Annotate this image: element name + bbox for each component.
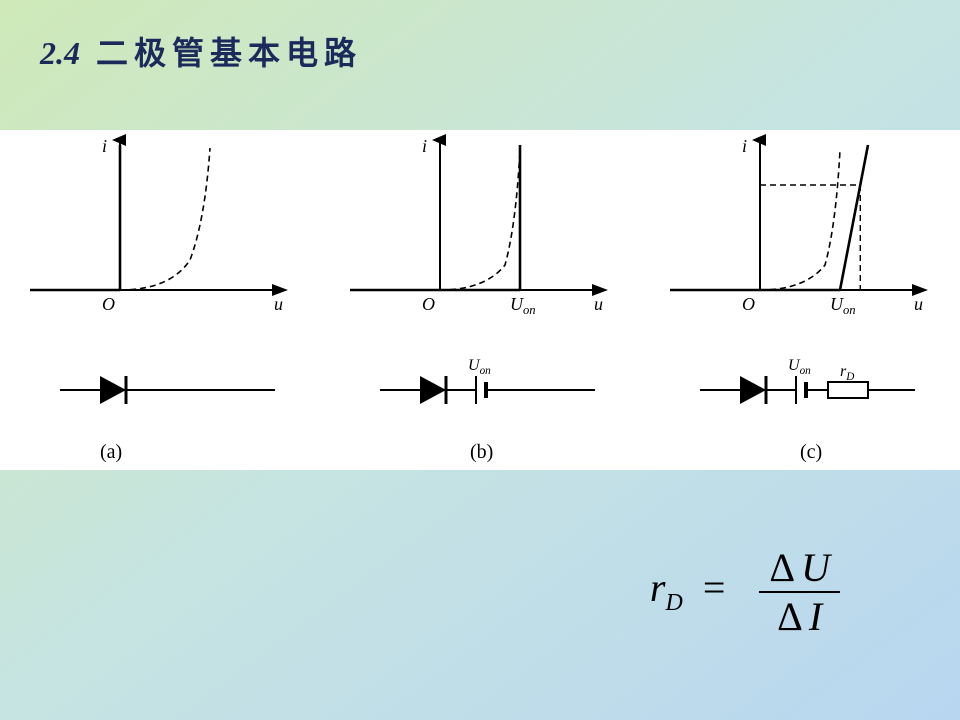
formula-r-sub: D <box>665 590 682 616</box>
section-text: 二极管基本电路 <box>96 35 362 71</box>
formula-r: r <box>650 565 666 610</box>
formula-eq: = <box>703 565 726 610</box>
section-number: 2.4 <box>40 35 80 71</box>
svg-text:u: u <box>594 294 603 314</box>
formula-numerator: ΔU <box>759 544 840 593</box>
svg-text:i: i <box>422 136 427 156</box>
svg-text:rD: rD <box>840 363 854 383</box>
panel-caption: (a) <box>100 441 122 464</box>
formula-rd: rD = ΔU ΔI <box>650 544 840 640</box>
svg-text:i: i <box>102 136 107 156</box>
svg-text:O: O <box>422 294 435 314</box>
svg-text:Uon: Uon <box>510 294 536 317</box>
panel-b: i u O Uon Uon (b) <box>330 130 630 470</box>
panel-caption: (b) <box>470 441 493 464</box>
figure-strip: i u O (a) i u O Uon Uon (b) i u O Uon Uon rD (c) <box>0 130 960 470</box>
page-title: 2.4 二极管基本电路 <box>40 28 362 74</box>
formula-fraction: ΔU ΔI <box>759 544 840 640</box>
svg-text:O: O <box>102 294 115 314</box>
svg-text:Uon: Uon <box>468 357 491 377</box>
svg-text:Uon: Uon <box>830 294 856 317</box>
formula-denominator: ΔI <box>759 593 840 640</box>
svg-text:O: O <box>742 294 755 314</box>
svg-text:Uon: Uon <box>788 357 811 377</box>
svg-text:i: i <box>742 136 747 156</box>
panel-c: i u O Uon Uon rD (c) <box>650 130 950 470</box>
svg-text:u: u <box>914 294 923 314</box>
panel-a: i u O (a) <box>10 130 310 470</box>
panel-caption: (c) <box>800 441 822 464</box>
svg-text:u: u <box>274 294 283 314</box>
